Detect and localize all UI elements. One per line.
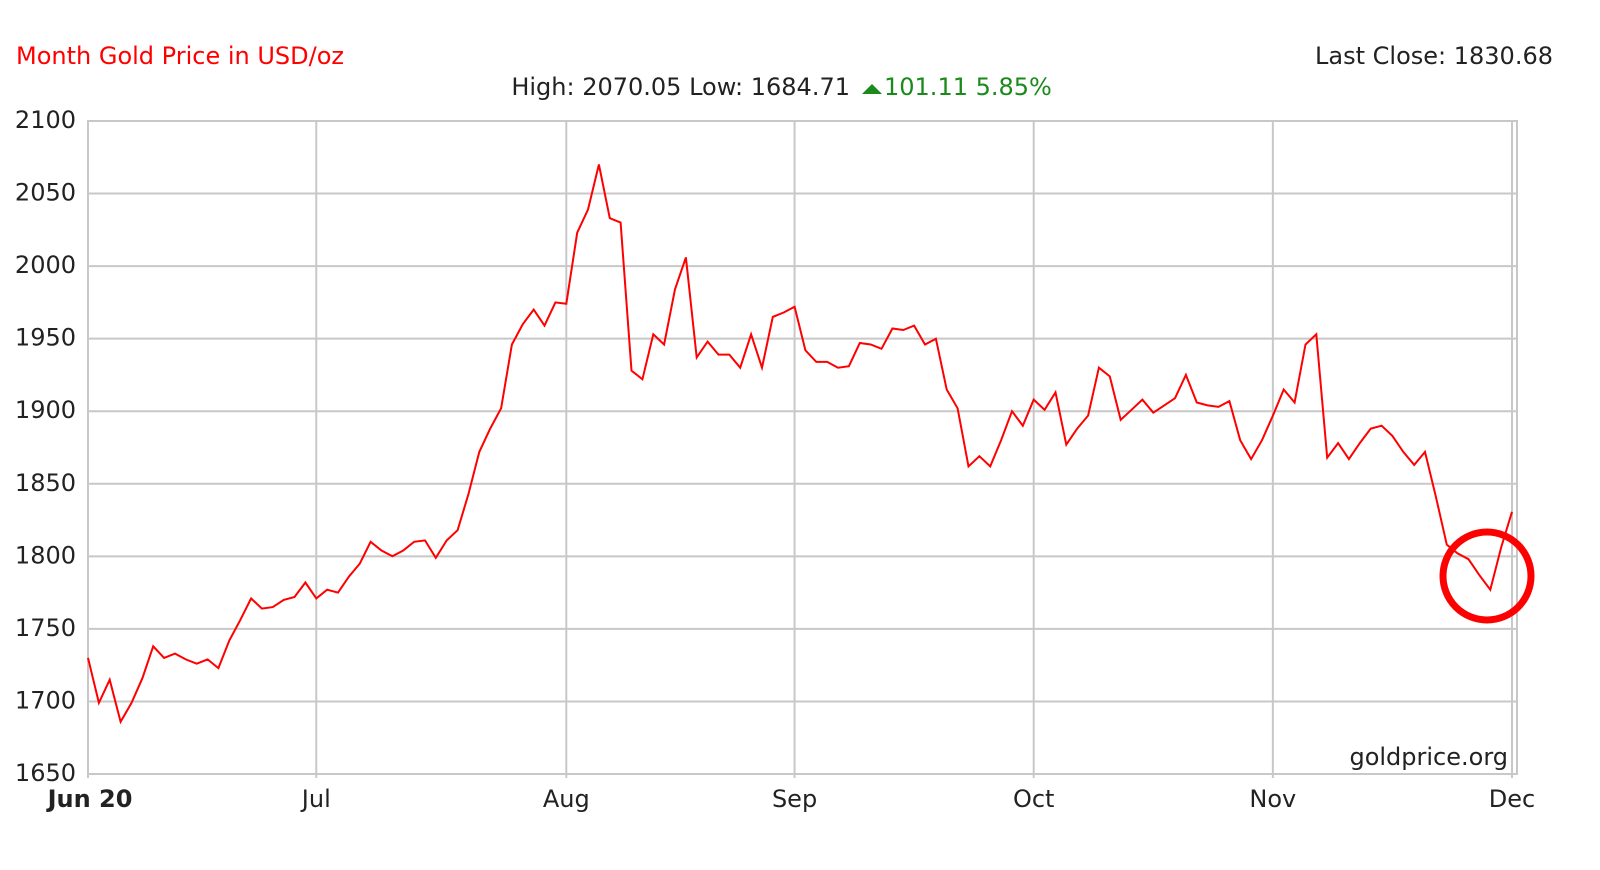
y-tick-label: 1900	[15, 396, 76, 424]
y-tick-label: 1650	[15, 759, 76, 787]
y-tick-label: 2050	[15, 179, 76, 207]
x-tick-label: Aug	[543, 785, 590, 813]
y-tick-label: 2100	[15, 106, 76, 134]
y-tick-label: 1800	[15, 541, 76, 569]
x-tick-label: Nov	[1249, 785, 1296, 813]
x-tick-label: Sep	[772, 785, 817, 813]
y-tick-label: 1850	[15, 469, 76, 497]
highlight-circle	[1439, 528, 1535, 624]
up-arrow	[862, 84, 882, 94]
last-close: Last Close: 1830.68	[1315, 42, 1553, 70]
high-low: High: 2070.05 Low: 1684.71	[511, 73, 850, 101]
y-tick-label: 1950	[15, 324, 76, 352]
y-tick-label: 1750	[15, 614, 76, 642]
x-tick-label: Dec	[1489, 785, 1535, 813]
change: 101.11 5.85%	[884, 73, 1052, 101]
y-tick-label: 1700	[15, 686, 76, 714]
watermark: goldprice.org	[1349, 743, 1508, 771]
marks	[87, 164, 1513, 725]
x-tick-label: Jun 20	[46, 785, 133, 813]
x-tick-label: Oct	[1013, 785, 1055, 813]
x-tick-label: Jul	[300, 785, 331, 813]
grid: 1650 1700 1750 1800 1850 1900 1950 2000 2050 2100…	[15, 106, 1535, 813]
chart-title: Month Gold Price in USD/oz	[16, 42, 344, 70]
price-line	[87, 164, 1513, 725]
y-tick-label: 2000	[15, 251, 76, 279]
plot-frame	[87, 120, 1518, 775]
